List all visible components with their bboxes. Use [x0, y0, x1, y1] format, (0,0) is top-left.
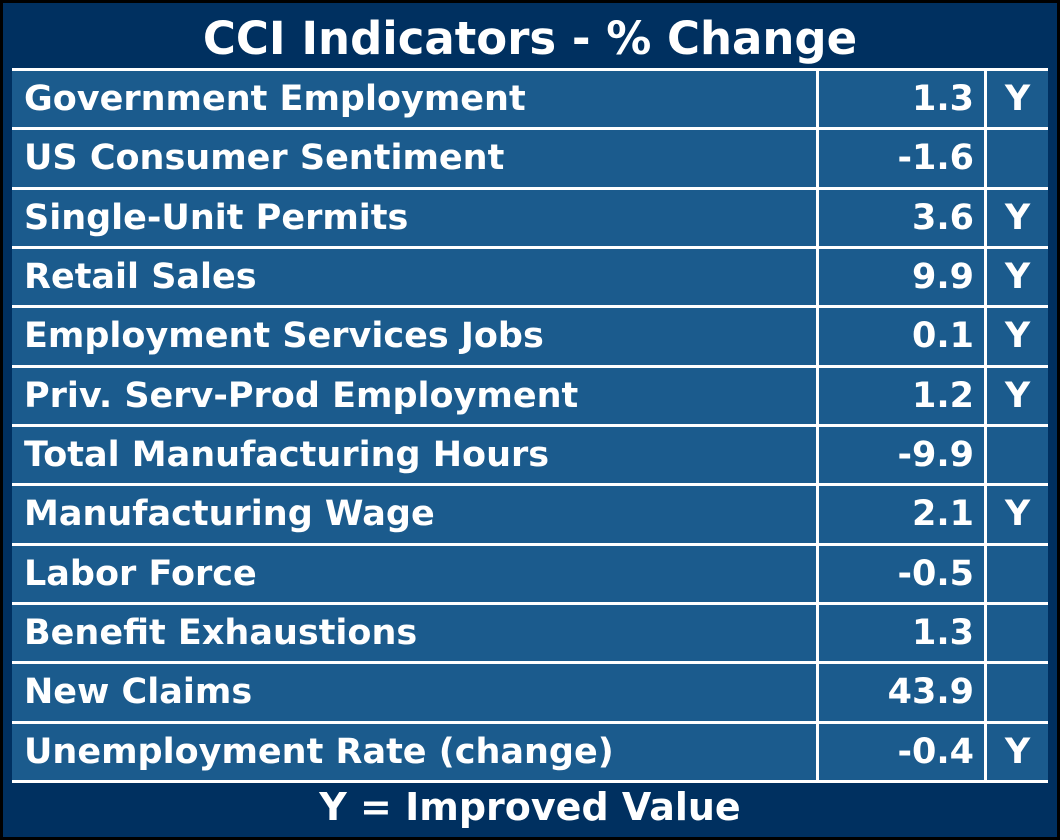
- improved-flag: Y: [984, 367, 1048, 424]
- improved-flag: [984, 604, 1048, 662]
- table-row: Single-Unit Permits 3.6 Y: [12, 186, 1048, 246]
- percent-change-value: -0.4: [816, 723, 984, 780]
- improved-flag: [984, 130, 1048, 187]
- percent-change-value: -9.9: [816, 426, 984, 484]
- indicator-label: Total Manufacturing Hours: [24, 435, 550, 476]
- table-row: US Consumer Sentiment -1.6: [12, 127, 1048, 187]
- table-row: Employment Services Jobs 0.1 Y: [12, 305, 1048, 365]
- improved-flag: [984, 426, 1048, 484]
- indicator-label: Government Employment: [24, 79, 526, 120]
- table-rows: Government Employment 1.3 Y US Consumer Sen…: [12, 68, 1048, 780]
- indicator-label: Priv. Serv-Prod Employment: [24, 375, 579, 416]
- percent-change-value: -0.5: [816, 545, 984, 602]
- indicator-label: New Claims: [24, 672, 253, 713]
- improved-flag: Y: [984, 248, 1048, 306]
- table-row: Labor Force -0.5: [12, 542, 1048, 602]
- table-row: Retail Sales 9.9 Y: [12, 245, 1048, 306]
- percent-change-value: 3.6: [816, 189, 984, 246]
- table-row: Unemployment Rate (change) -0.4 Y: [12, 720, 1048, 780]
- percent-change-value: -1.6: [816, 130, 984, 187]
- percent-change-value: 1.3: [816, 71, 984, 128]
- improved-flag: Y: [984, 308, 1048, 365]
- percent-change-value: 43.9: [816, 664, 984, 721]
- table-row: Benefit Exhaustions 1.3: [12, 601, 1048, 662]
- table-row: New Claims 43.9: [12, 661, 1048, 721]
- table-row: Priv. Serv-Prod Employment 1.2 Y: [12, 364, 1048, 424]
- indicator-label: Benefit Exhaustions: [24, 613, 418, 654]
- percent-change-value: 9.9: [816, 248, 984, 306]
- indicator-label: US Consumer Sentiment: [24, 138, 505, 179]
- table-row: Total Manufacturing Hours -9.9: [12, 423, 1048, 484]
- improved-flag: Y: [984, 486, 1048, 543]
- percent-change-value: 1.2: [816, 367, 984, 424]
- table-row: Manufacturing Wage 2.1 Y: [12, 483, 1048, 543]
- table-row: Government Employment 1.3 Y: [12, 68, 1048, 128]
- improved-flag: [984, 664, 1048, 721]
- improved-flag: [984, 545, 1048, 602]
- indicator-label: Manufacturing Wage: [24, 494, 435, 535]
- percent-change-value: 2.1: [816, 486, 984, 543]
- percent-change-value: 0.1: [816, 308, 984, 365]
- improved-flag: Y: [984, 189, 1048, 246]
- indicator-label: Unemployment Rate (change): [24, 731, 614, 772]
- indicator-label: Single-Unit Permits: [24, 197, 409, 238]
- table-footer-legend: Y = Improved Value: [12, 780, 1048, 831]
- improved-flag: Y: [984, 71, 1048, 128]
- percent-change-value: 1.3: [816, 604, 984, 662]
- indicator-label: Retail Sales: [24, 257, 257, 298]
- indicator-label: Labor Force: [24, 553, 257, 594]
- table-title: CCI Indicators - % Change: [202, 11, 858, 65]
- indicator-label: Employment Services Jobs: [24, 316, 544, 357]
- improved-flag: Y: [984, 723, 1048, 780]
